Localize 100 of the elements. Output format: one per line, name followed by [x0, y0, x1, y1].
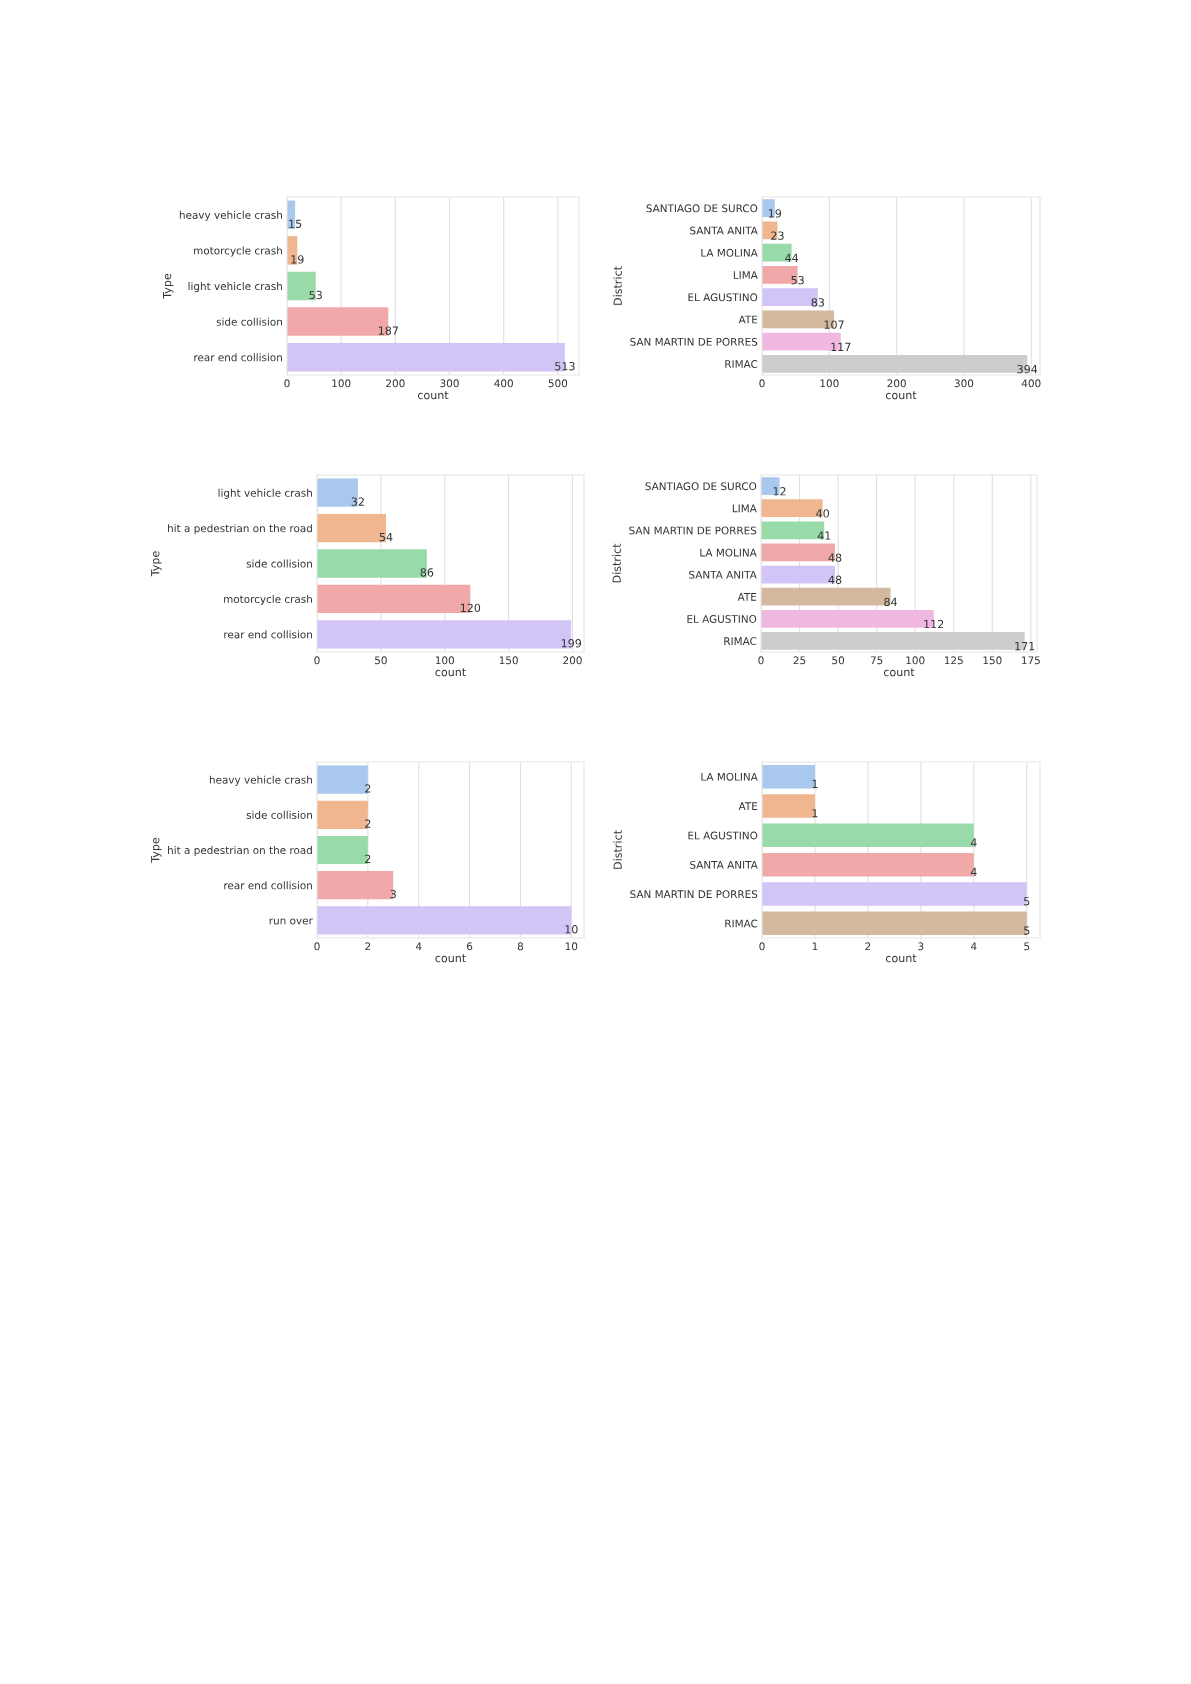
y-tick-label: hit a pedestrian on the road — [168, 524, 312, 535]
y-tick-label: LA MOLINA — [700, 548, 757, 557]
x-tick-label: 3 — [918, 942, 924, 951]
y-tick-label: side collision — [246, 559, 312, 568]
y-axis-title: Type — [151, 551, 162, 577]
y-tick-label: heavy vehicle crash — [179, 210, 282, 221]
y-axis-title: Type — [151, 837, 162, 863]
x-tick-label: 6 — [466, 942, 473, 951]
y-tick-label: SANTIAGO DE SURCO — [645, 482, 757, 491]
x-tick-label: 200 — [563, 656, 582, 665]
y-tick-label: rear end collision — [224, 881, 312, 890]
x-tick-label: 300 — [440, 379, 459, 388]
data-label: 107 — [824, 320, 844, 329]
y-axis-title: Type — [163, 273, 174, 299]
x-tick-label: 125 — [944, 656, 963, 665]
x-axis-title: count — [435, 954, 466, 963]
data-label: 84 — [884, 597, 897, 607]
data-label: 394 — [1017, 364, 1038, 374]
data-label: 10 — [565, 925, 578, 934]
y-axis-title: District — [613, 266, 622, 305]
x-tick-label: 0 — [759, 942, 765, 951]
y-tick-label: RIMAC — [724, 637, 757, 646]
y-tick-label: LA MOLINA — [701, 772, 758, 781]
x-tick-label: 8 — [517, 942, 524, 951]
data-label: 32 — [351, 497, 364, 506]
x-axis-title: count — [885, 954, 917, 963]
y-tick-label: motorcycle crash — [194, 246, 282, 257]
data-label: 2 — [365, 854, 371, 863]
y-tick-label: SANTA ANITA — [690, 860, 758, 869]
data-label: 1 — [812, 809, 818, 818]
x-tick-label: 75 — [870, 656, 883, 665]
x-tick-label: 200 — [887, 379, 906, 388]
data-label: 1 — [812, 779, 818, 788]
data-label: 15 — [289, 219, 302, 228]
x-tick-label: 2 — [365, 942, 371, 951]
y-tick-label: SAN MARTIN DE PORRES — [629, 526, 757, 535]
data-label: 120 — [460, 603, 481, 613]
x-tick-label: 100 — [906, 656, 925, 665]
x-tick-label: 150 — [499, 656, 518, 665]
x-tick-label: 0 — [314, 942, 320, 951]
data-label: 48 — [828, 575, 842, 584]
x-tick-label: 400 — [1021, 379, 1041, 388]
x-tick-label: 100 — [820, 379, 839, 388]
data-label: 53 — [309, 290, 322, 300]
x-tick-label: 300 — [954, 379, 974, 388]
x-tick-label: 0 — [284, 379, 290, 388]
data-label: 3 — [390, 889, 396, 899]
data-label: 19 — [768, 209, 782, 218]
y-tick-label: EL AGUSTINO — [688, 293, 758, 302]
y-tick-label: LA MOLINA — [701, 248, 758, 257]
data-label: 86 — [420, 568, 434, 577]
y-axis-title: District — [613, 830, 622, 869]
y-tick-label: RIMAC — [725, 360, 758, 368]
x-tick-label: 4 — [415, 942, 422, 951]
x-tick-label: 150 — [983, 656, 1002, 665]
data-label: 199 — [561, 639, 582, 648]
y-tick-label: SAN MARTIN DE PORRES — [630, 337, 758, 346]
y-tick-label: side collision — [246, 810, 312, 819]
x-axis-title: count — [883, 668, 915, 677]
data-label: 19 — [291, 255, 304, 264]
data-label: 53 — [791, 275, 804, 285]
x-tick-label: 175 — [1022, 656, 1040, 665]
data-label: 40 — [816, 509, 830, 518]
data-label: 48 — [828, 553, 842, 562]
y-tick-label: EL AGUSTINO — [688, 831, 758, 840]
data-label: 4 — [970, 867, 977, 876]
x-axis-title: count — [435, 668, 466, 677]
x-tick-label: 1 — [812, 942, 818, 951]
x-tick-label: 200 — [386, 379, 405, 388]
data-label: 112 — [924, 619, 944, 629]
y-tick-label: light vehicle crash — [218, 488, 312, 499]
x-tick-label: 50 — [375, 656, 387, 665]
y-tick-label: SANTA ANITA — [690, 226, 758, 235]
y-tick-label: SANTA ANITA — [689, 570, 757, 579]
y-tick-label: side collision — [216, 317, 282, 326]
x-tick-label: 100 — [332, 379, 351, 388]
data-label: 187 — [378, 326, 398, 335]
data-label: 4 — [970, 838, 977, 847]
bar — [317, 871, 394, 900]
x-tick-label: 100 — [435, 656, 454, 665]
data-label: 44 — [785, 253, 799, 262]
data-label: 23 — [771, 231, 784, 240]
y-tick-label: rear end collision — [224, 630, 312, 639]
data-label: 513 — [555, 361, 575, 371]
data-label: 5 — [1024, 926, 1030, 935]
x-tick-label: 25 — [793, 656, 806, 665]
x-tick-label: 0 — [758, 656, 764, 665]
y-tick-label: SAN MARTIN DE PORRES — [630, 890, 758, 899]
x-tick-label: 400 — [494, 379, 513, 388]
x-tick-label: 0 — [759, 379, 765, 388]
x-tick-label: 4 — [971, 942, 977, 951]
x-tick-label: 2 — [865, 942, 871, 951]
y-tick-label: light vehicle crash — [188, 282, 282, 293]
y-tick-label: hit a pedestrian on the road — [168, 846, 312, 857]
data-label: 2 — [365, 819, 371, 828]
y-tick-label: ATE — [738, 315, 758, 324]
x-tick-label: 500 — [548, 379, 568, 388]
x-tick-label: 0 — [314, 656, 320, 665]
data-label: 5 — [1024, 897, 1030, 906]
data-label: 54 — [379, 532, 393, 542]
